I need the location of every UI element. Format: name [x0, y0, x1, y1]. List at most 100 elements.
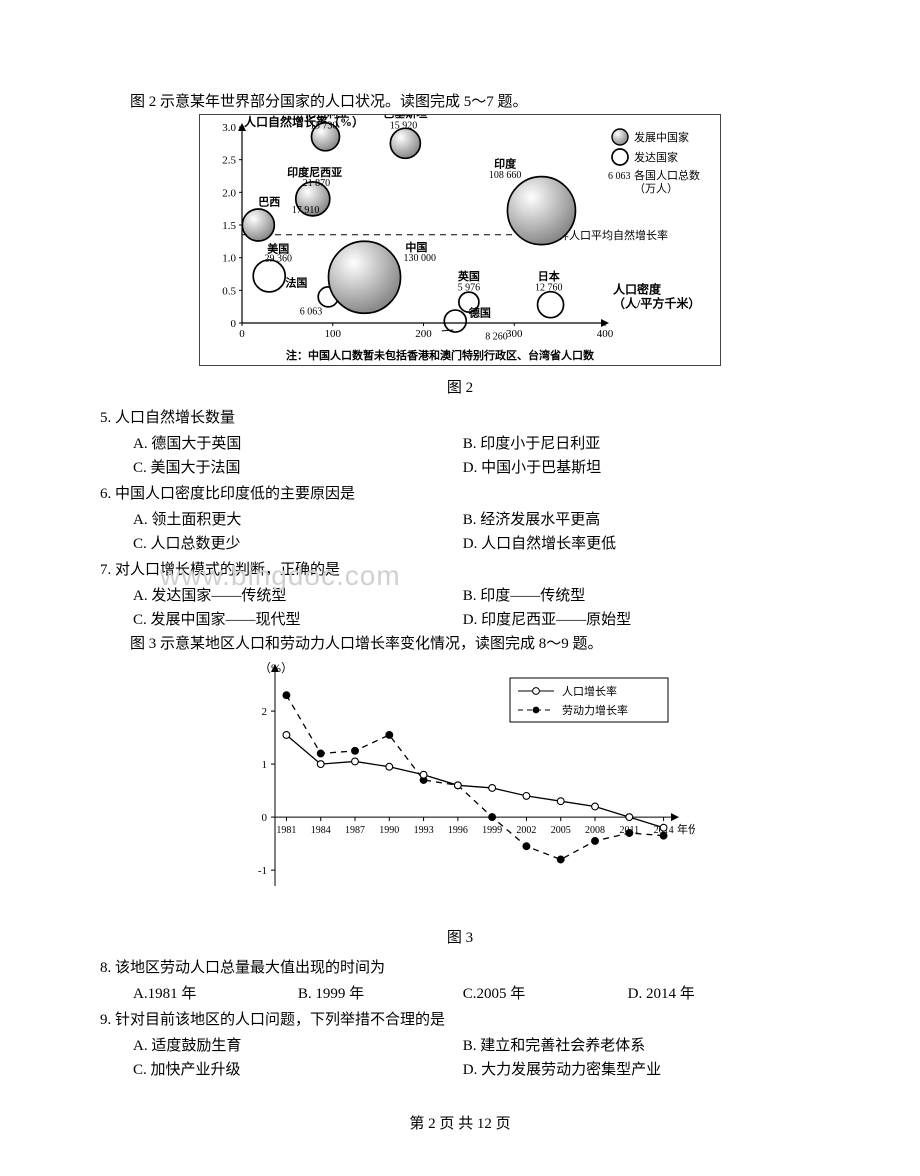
svg-text:0.5: 0.5	[222, 285, 236, 297]
fig2-bubble-chart: 00.51.01.52.02.53.00100200300400人口自然增长率（…	[199, 114, 721, 366]
q6-opt-b: B. 经济发展水平更高	[463, 508, 793, 532]
svg-text:12 760: 12 760	[535, 282, 563, 293]
svg-text:印度: 印度	[494, 157, 517, 171]
q7-opt-d: D. 印度尼西亚——原始型	[463, 608, 793, 632]
q9-stem: 9. 针对目前该地区的人口问题，下列举措不合理的是	[100, 1008, 820, 1032]
svg-text:人口增长率: 人口增长率	[562, 684, 617, 698]
fig2-wrapper: 00.51.01.52.02.53.00100200300400人口自然增长率（…	[100, 114, 820, 400]
svg-text:21 870: 21 870	[303, 178, 331, 189]
svg-text:200: 200	[415, 328, 432, 340]
q7-options: A. 发达国家——传统型 B. 印度——传统型 C. 发展中国家——现代型 D.…	[100, 584, 820, 632]
svg-text:年份: 年份	[677, 822, 695, 836]
svg-text:法国: 法国	[285, 275, 307, 289]
svg-text:（万人）: （万人）	[634, 182, 678, 195]
svg-text:1990: 1990	[379, 825, 399, 836]
svg-text:2: 2	[262, 706, 268, 718]
fig3-line-chart: -1 0 1 2 （%） 1981 1984 1987 1990 1993 1996 1999 2002…	[225, 656, 695, 916]
q5-opt-a: A. 德国大于英国	[133, 432, 463, 456]
svg-text:日本: 日本	[538, 269, 560, 283]
fig3-wrapper: -1 0 1 2 （%） 1981 1984 1987 1990 1993 1996 1999 2002…	[100, 656, 820, 950]
footer-a: 第	[409, 1116, 424, 1132]
q8-opt-a: A.1981 年	[133, 982, 298, 1006]
q5-opt-c: C. 美国大于法国	[133, 456, 463, 480]
svg-text:-1: -1	[258, 865, 267, 877]
svg-text:2.5: 2.5	[222, 155, 236, 167]
svg-text:8 260: 8 260	[485, 331, 508, 342]
svg-text:17 910: 17 910	[292, 205, 320, 216]
q5-options: A. 德国大于英国 B. 印度小于尼日利亚 C. 美国大于法国 D. 中国小于巴…	[100, 432, 820, 480]
svg-text:0: 0	[231, 318, 237, 330]
svg-text:1.5: 1.5	[222, 220, 236, 232]
fig3-caption: 图 3	[100, 926, 820, 950]
svg-text:2005: 2005	[551, 825, 571, 836]
q6-opt-d: D. 人口自然增长率更低	[463, 532, 793, 556]
q9-opt-c: C. 加快产业升级	[133, 1058, 463, 1082]
svg-text:5 976: 5 976	[458, 282, 481, 293]
q5-stem: 5. 人口自然增长数量	[100, 406, 820, 430]
footer-b: 2	[428, 1116, 436, 1132]
q8-stem: 8. 该地区劳动人口总量最大值出现的时间为	[100, 956, 820, 980]
svg-text:2002: 2002	[516, 825, 536, 836]
svg-text:1981: 1981	[276, 825, 296, 836]
svg-text:1993: 1993	[414, 825, 434, 836]
svg-text:人口密度: 人口密度	[613, 282, 662, 297]
svg-text:100: 100	[325, 328, 342, 340]
svg-text:2008: 2008	[585, 825, 605, 836]
svg-text:巴基斯坦: 巴基斯坦	[383, 114, 427, 120]
page-footer: 第 2 页 共 12 页	[100, 1082, 820, 1136]
svg-text:2.0: 2.0	[222, 187, 236, 199]
svg-text:3.0: 3.0	[222, 122, 236, 134]
footer-e: 页	[496, 1116, 511, 1132]
svg-text:300: 300	[506, 328, 523, 340]
q8-opt-d: D. 2014 年	[628, 982, 793, 1006]
svg-text:13 730: 13 730	[310, 120, 338, 131]
svg-text:15 920: 15 920	[390, 120, 418, 131]
svg-text:1987: 1987	[345, 825, 365, 836]
svg-text:注：中国人口数暂未包括香港和澳门特别行政区、台湾省人口数: 注：中国人口数暂未包括香港和澳门特别行政区、台湾省人口数	[286, 348, 595, 362]
intro-fig2: 图 2 示意某年世界部分国家的人口状况。读图完成 5～7 题。	[100, 90, 820, 114]
svg-text:尼日利亚: 尼日利亚	[305, 114, 349, 120]
q9-opt-b: B. 建立和完善社会养老体系	[463, 1034, 793, 1058]
page-container: 图 2 示意某年世界部分国家的人口状况。读图完成 5～7 题。 00.51.01…	[100, 0, 820, 1176]
svg-text:0: 0	[262, 812, 268, 824]
footer-c: 页 共	[439, 1116, 473, 1132]
q6-opt-a: A. 领土面积更大	[133, 508, 463, 532]
svg-text:1996: 1996	[448, 825, 468, 836]
svg-text:德国: 德国	[468, 305, 491, 319]
svg-text:130 000: 130 000	[404, 253, 437, 264]
footer-d: 12	[477, 1116, 492, 1132]
q7-opt-c: C. 发展中国家——现代型	[133, 608, 463, 632]
svg-text:1984: 1984	[311, 825, 331, 836]
q7-opt-b: B. 印度——传统型	[463, 584, 793, 608]
svg-text:英国: 英国	[457, 269, 480, 283]
svg-text:6 063: 6 063	[608, 171, 631, 182]
q8-opt-b: B. 1999 年	[298, 982, 463, 1006]
q5-opt-b: B. 印度小于尼日利亚	[463, 432, 793, 456]
svg-text:（人/平方千米）: （人/平方千米）	[613, 296, 700, 311]
svg-text:巴西: 巴西	[258, 195, 280, 208]
svg-text:1999: 1999	[482, 825, 502, 836]
svg-text:29 360: 29 360	[265, 254, 293, 265]
svg-text:发展中国家: 发展中国家	[634, 130, 689, 144]
svg-text:发达国家: 发达国家	[634, 150, 678, 164]
svg-text:（%）: （%）	[259, 661, 293, 675]
svg-text:劳动力增长率: 劳动力增长率	[562, 703, 628, 717]
svg-text:6 063: 6 063	[300, 307, 323, 318]
svg-text:各国人口总数: 各国人口总数	[634, 168, 700, 182]
q7-block: www.bingdoc.com 7. 对人口增长模式的判断，正确的是 A. 发达…	[100, 558, 820, 632]
q6-opt-c: C. 人口总数更少	[133, 532, 463, 556]
q8-opt-c: C.2005 年	[463, 982, 628, 1006]
q7-stem: 7. 对人口增长模式的判断，正确的是	[100, 558, 820, 582]
svg-text:400: 400	[597, 328, 614, 340]
svg-text:1: 1	[262, 759, 268, 771]
q9-opt-d: D. 大力发展劳动力密集型产业	[463, 1058, 793, 1082]
q7-opt-a: A. 发达国家——传统型	[133, 584, 463, 608]
svg-text:108 660: 108 660	[489, 170, 522, 181]
q5-opt-d: D. 中国小于巴基斯坦	[463, 456, 793, 480]
q6-stem: 6. 中国人口密度比印度低的主要原因是	[100, 482, 820, 506]
q9-opt-a: A. 适度鼓励生育	[133, 1034, 463, 1058]
q6-options: A. 领土面积更大 B. 经济发展水平更高 C. 人口总数更少 D. 人口自然增…	[100, 508, 820, 556]
intro-fig3: 图 3 示意某地区人口和劳动力人口增长率变化情况，读图完成 8～9 题。	[100, 632, 820, 656]
fig2-caption: 图 2	[100, 376, 820, 400]
q9-options: A. 适度鼓励生育 B. 建立和完善社会养老体系 C. 加快产业升级 D. 大力…	[100, 1034, 820, 1082]
